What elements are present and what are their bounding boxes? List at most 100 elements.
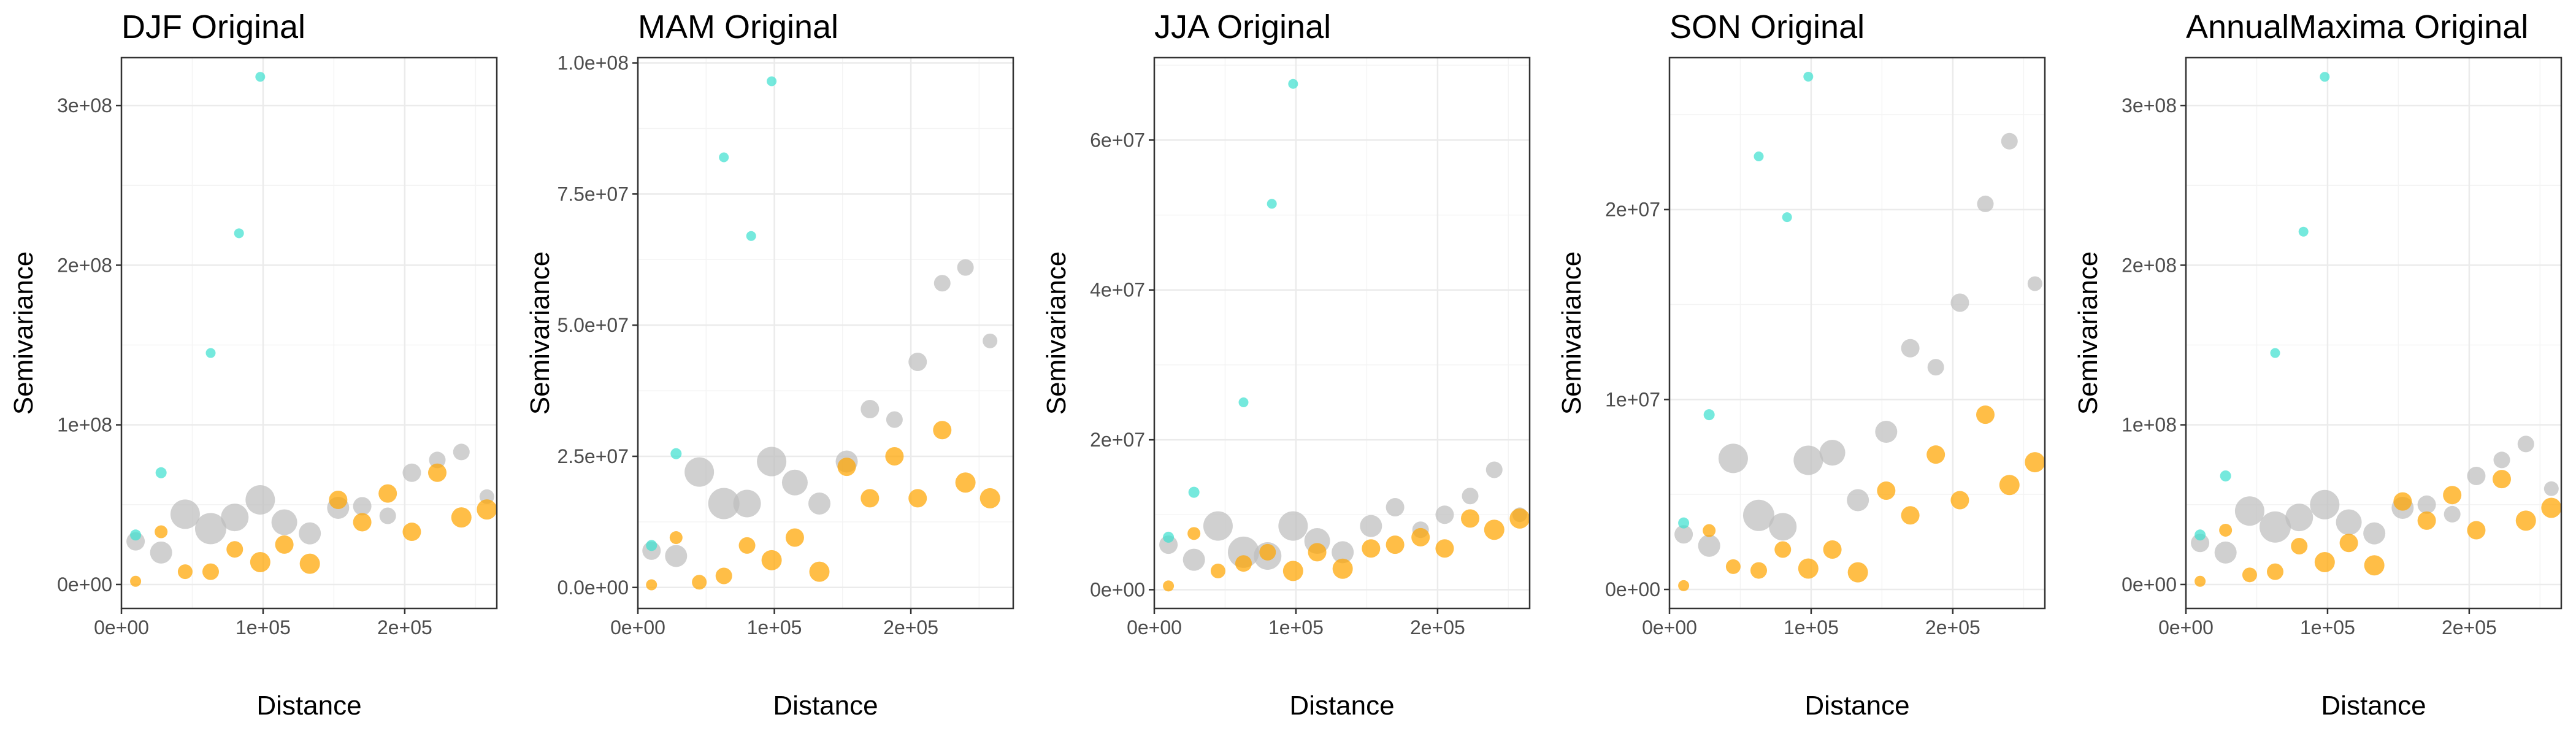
scatter-point bbox=[1288, 79, 1298, 89]
panel-border bbox=[637, 56, 1014, 610]
scatter-point bbox=[329, 491, 348, 510]
scatter-point bbox=[1703, 409, 1715, 421]
scatter-point bbox=[979, 488, 1000, 508]
scatter-point bbox=[837, 458, 856, 477]
scatter-point bbox=[1927, 359, 1944, 376]
scatter-point bbox=[1163, 531, 1175, 543]
scatter-point bbox=[202, 563, 219, 580]
scatter-point bbox=[767, 76, 777, 86]
y-tick-label: 2.5e+07 bbox=[557, 445, 629, 467]
scatter-point bbox=[2493, 451, 2510, 469]
panel-2: 0e+00 1e+05 2e+05 0.0e+00 2.5e+07 5.0e+07 7.5e… bbox=[525, 9, 1014, 721]
scatter-point bbox=[1674, 525, 1693, 544]
scatter-point bbox=[226, 541, 243, 558]
scatter-point bbox=[908, 353, 927, 372]
scatter-point bbox=[692, 575, 707, 590]
x-axis-title: Distance bbox=[2321, 691, 2426, 721]
scatter-point bbox=[2195, 529, 2206, 541]
panel-3: 0e+00 1e+05 2e+05 0e+00 2e+07 4e+07 6e+07 JJA O… bbox=[1041, 9, 1531, 721]
scatter-point bbox=[378, 484, 397, 503]
scatter-point bbox=[1725, 559, 1741, 574]
scatter-point bbox=[2467, 466, 2486, 485]
scatter-point bbox=[1386, 535, 1405, 554]
scatter-point bbox=[245, 485, 275, 515]
scatter-point bbox=[2219, 523, 2233, 537]
scatter-point bbox=[957, 259, 974, 276]
scatter-point bbox=[1774, 541, 1792, 558]
scatter-point bbox=[2298, 226, 2309, 237]
panel-1: 0e+00 1e+05 2e+05 0e+00 1e+08 2e+08 3e+08 DJF O… bbox=[9, 9, 498, 721]
scatter-point bbox=[1238, 397, 1249, 408]
scatter-point bbox=[646, 579, 657, 591]
scatter-point bbox=[1782, 212, 1792, 223]
scatter-point bbox=[885, 447, 904, 466]
scatter-point bbox=[1950, 491, 1969, 510]
scatter-point bbox=[719, 152, 729, 163]
scatter-point bbox=[2027, 276, 2042, 291]
y-tick-label: 0e+00 bbox=[1605, 578, 1660, 600]
scatter-point bbox=[1435, 539, 1454, 558]
scatter-point bbox=[402, 523, 421, 542]
scatter-point bbox=[1718, 443, 1748, 473]
y-tick-label: 7.5e+07 bbox=[557, 183, 629, 205]
scatter-point bbox=[2417, 511, 2436, 530]
scatter-point bbox=[453, 443, 470, 461]
scatter-point bbox=[1798, 558, 1819, 579]
panel-title: MAM Original bbox=[638, 9, 838, 45]
scatter-point bbox=[2314, 552, 2335, 573]
y-tick-label: 4e+07 bbox=[1090, 279, 1145, 301]
scatter-point bbox=[861, 400, 880, 419]
scatter-point bbox=[809, 561, 830, 582]
scatter-point bbox=[1332, 558, 1353, 579]
scatter-point bbox=[1999, 475, 2020, 496]
scatter-point bbox=[1847, 562, 1868, 583]
scatter-point bbox=[130, 575, 142, 587]
panel-5: 0e+00 1e+05 2e+05 0e+00 1e+08 2e+08 3e+08 Annua… bbox=[2073, 9, 2563, 721]
scatter-point bbox=[781, 469, 808, 496]
scatter-point bbox=[2517, 435, 2534, 453]
scatter-point bbox=[1183, 548, 1205, 571]
y-tick-label: 3e+08 bbox=[57, 94, 112, 117]
x-tick-label: 2e+05 bbox=[1410, 616, 1465, 638]
scatter-point bbox=[908, 489, 927, 508]
y-tick-label: 0e+00 bbox=[57, 573, 112, 596]
scatter-point bbox=[861, 489, 880, 508]
scatter-point bbox=[379, 507, 396, 524]
scatter-point bbox=[1435, 505, 1454, 524]
scatter-point bbox=[733, 489, 761, 518]
scatter-point bbox=[1235, 555, 1252, 572]
scatter-point bbox=[2291, 537, 2308, 554]
scatter-point bbox=[2443, 486, 2462, 505]
scatter-point bbox=[1461, 509, 1480, 528]
x-axis-title: Distance bbox=[1289, 691, 1394, 721]
y-tick-label: 1.0e+08 bbox=[557, 52, 629, 74]
scatter-point bbox=[2364, 555, 2385, 576]
scatter-point bbox=[1259, 543, 1276, 561]
y-tick-label: 2e+07 bbox=[1605, 199, 1660, 221]
panel-4: 0e+00 1e+05 2e+05 0e+00 1e+07 2e+07 SON Origin… bbox=[1557, 9, 2046, 721]
scatter-point bbox=[2266, 563, 2283, 580]
scatter-point bbox=[299, 553, 320, 574]
y-tick-label: 6e+07 bbox=[1090, 129, 1145, 151]
scatter-point bbox=[1484, 519, 1505, 540]
scatter-point bbox=[1847, 489, 1869, 512]
panel-title: SON Original bbox=[1669, 9, 1865, 45]
scatter-point bbox=[155, 525, 168, 539]
y-tick-label: 3e+08 bbox=[2122, 94, 2177, 117]
scatter-point bbox=[205, 348, 216, 358]
panel-border bbox=[2185, 56, 2563, 610]
scatter-point bbox=[155, 467, 167, 478]
scatter-point bbox=[670, 448, 682, 459]
scatter-point bbox=[983, 333, 998, 348]
scatter-point bbox=[2242, 567, 2257, 583]
y-axis-title: Semivariance bbox=[1557, 251, 1587, 415]
scatter-point bbox=[428, 463, 447, 482]
scatter-point bbox=[1308, 543, 1327, 562]
y-axis-title: Semivariance bbox=[9, 251, 39, 415]
scatter-point bbox=[1203, 511, 1233, 541]
scatter-point bbox=[785, 528, 804, 547]
scatter-point bbox=[1267, 199, 1277, 209]
scatter-point bbox=[2541, 497, 2562, 518]
scatter-point bbox=[1698, 534, 1720, 557]
y-tick-label: 2e+07 bbox=[1090, 429, 1145, 451]
